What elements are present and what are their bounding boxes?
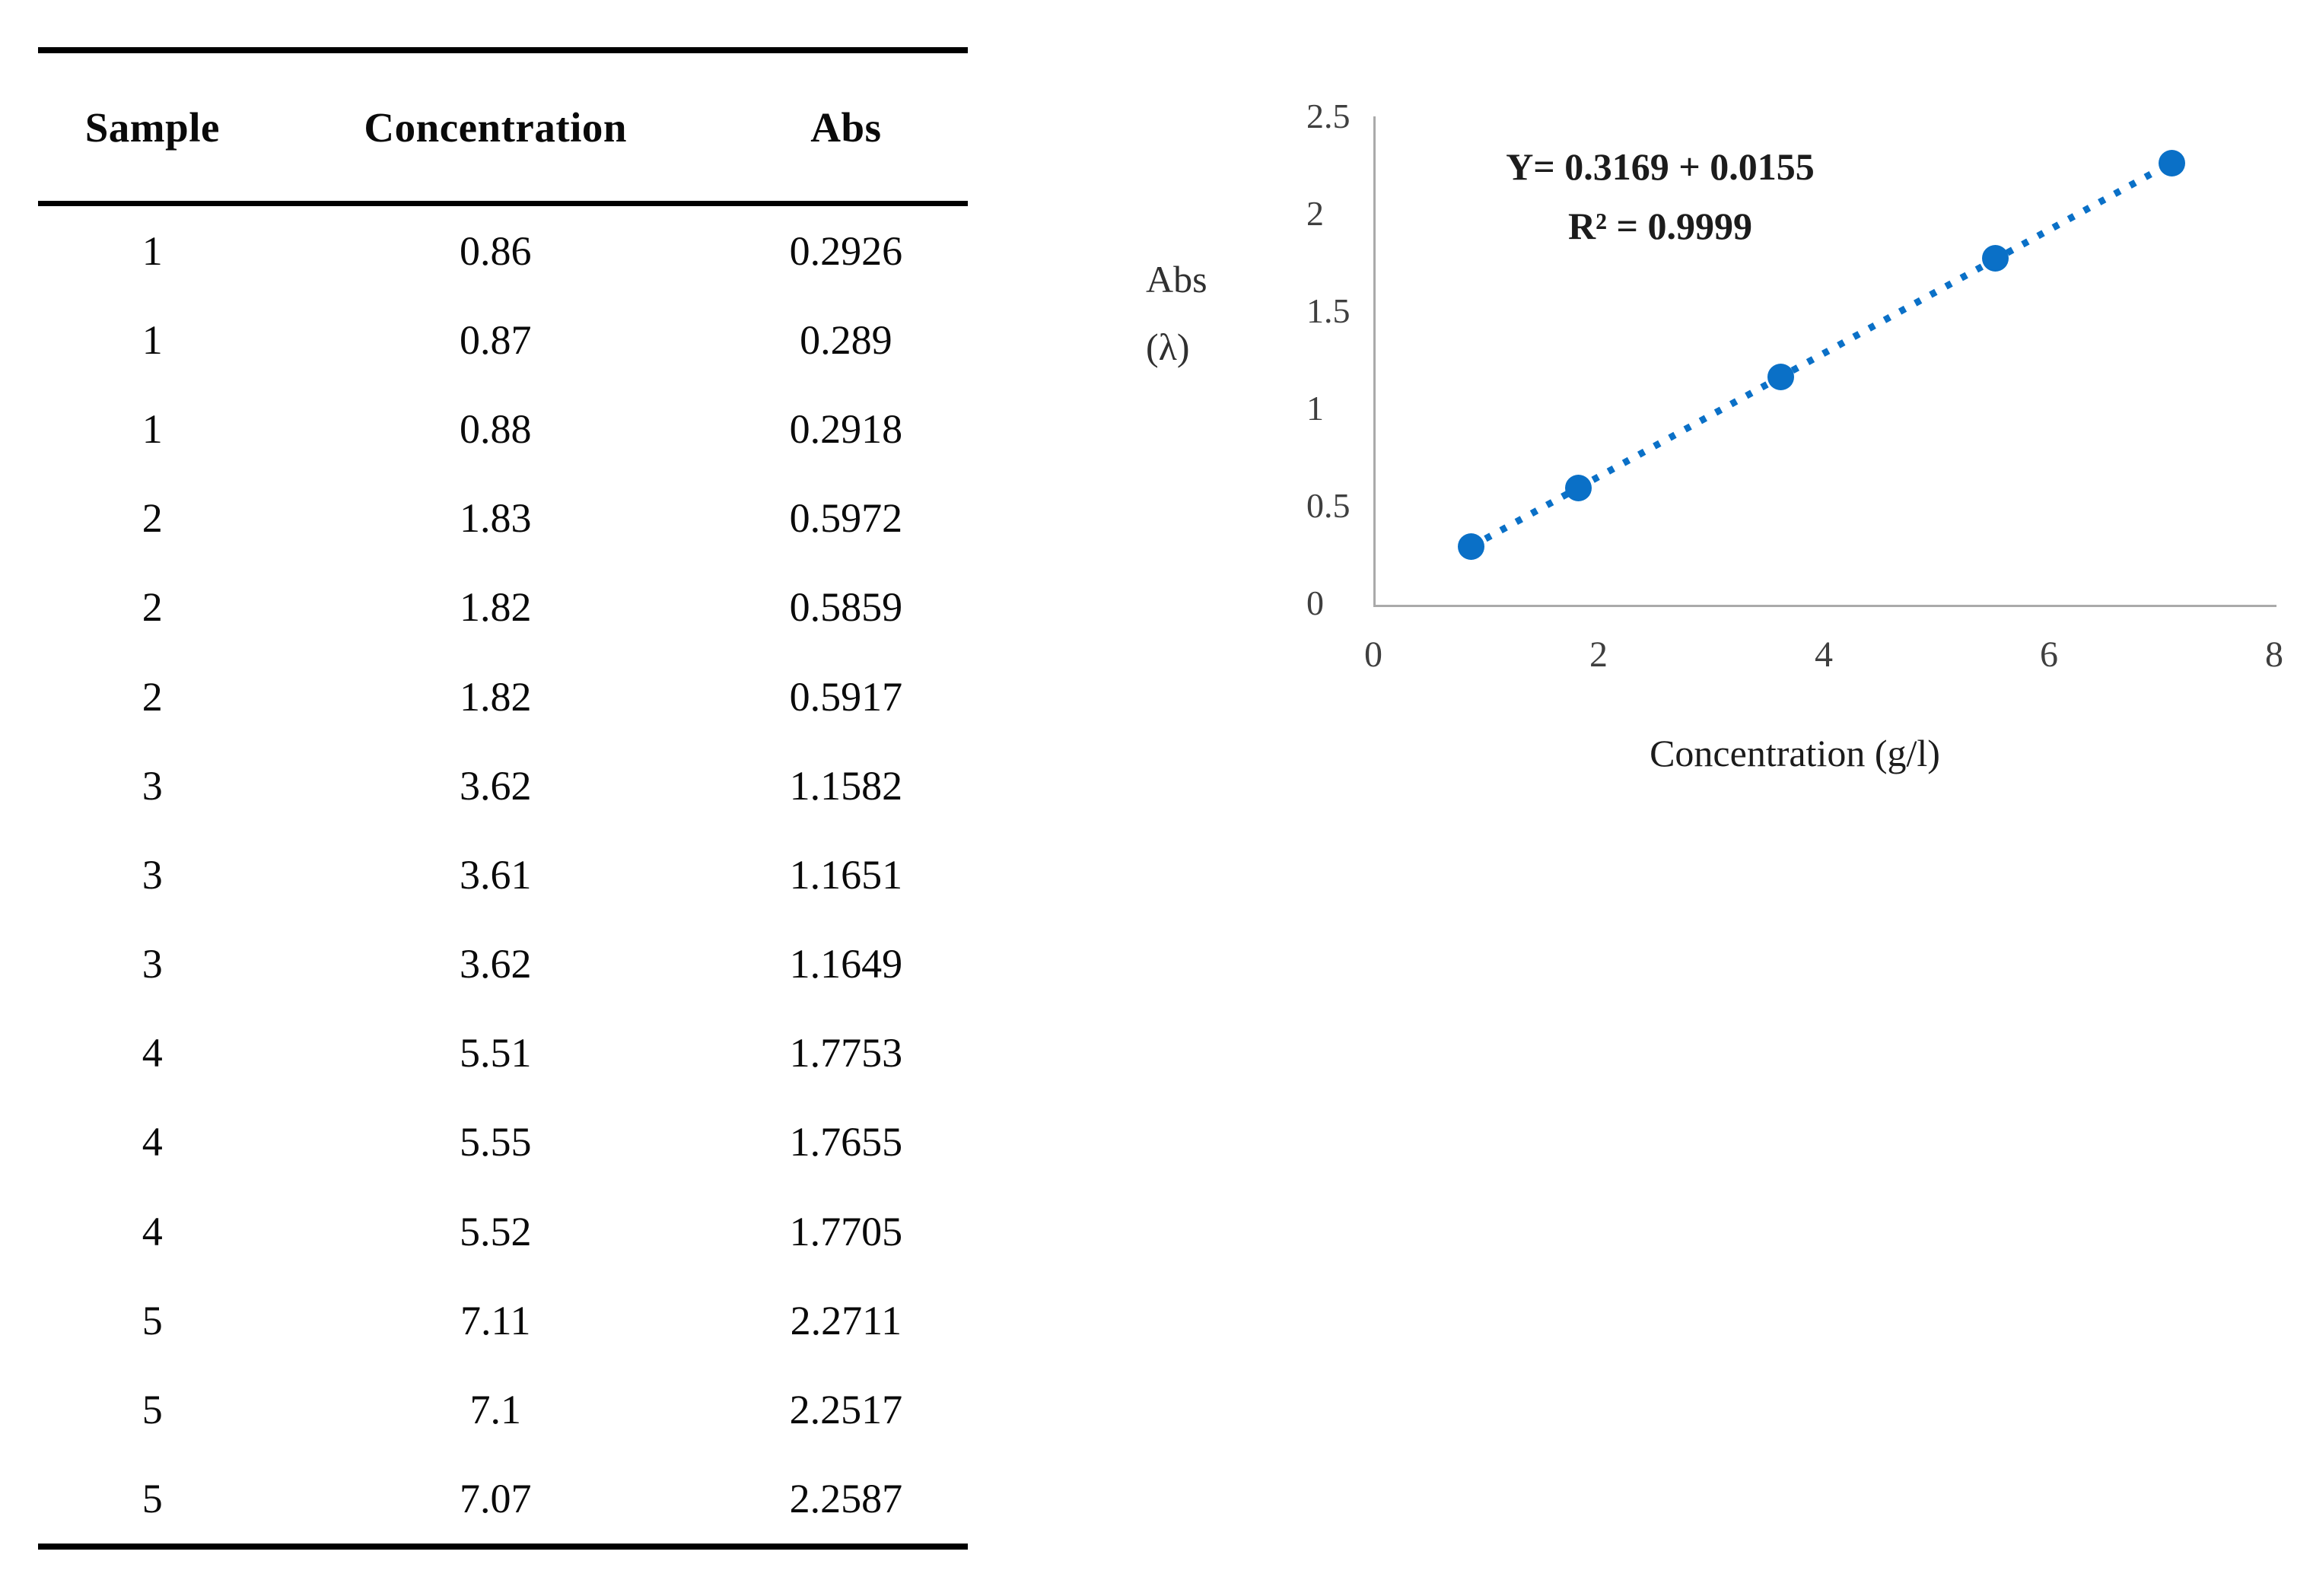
table-cell: 2.2711 [790,1297,902,1343]
table-cell: 1.1582 [789,762,903,809]
table-cell: 1.82 [459,673,532,720]
x-tick-label: 0 [1364,634,1382,675]
table-cell: 1 [142,316,163,363]
table-cell: 1.7655 [789,1119,903,1165]
table-cell: 5 [142,1476,163,1522]
table-cell: 0.289 [800,316,892,363]
table-cell: 5 [142,1387,163,1433]
table-cell: 1.82 [459,584,532,631]
table-cell: 3 [142,851,163,898]
table-row: 3 3.62 1.1582 [38,741,968,830]
table-cell: 0.88 [459,405,532,452]
r-squared-value: R² = 0.9999 [1567,205,1753,247]
x-tick-label: 4 [1815,634,1833,675]
column-header-abs: Abs [810,103,882,151]
table-row: 4 5.52 1.7705 [38,1187,968,1276]
table-cell: 3.62 [459,941,532,987]
table-body: 1 0.86 0.2926 1 0.87 0.289 1 0.88 0.2918 2 1.83 0.5… [38,206,968,1544]
table-cell: 5.55 [459,1119,532,1165]
table-cell: 5.52 [459,1208,532,1254]
table-row: 2 1.82 0.5859 [38,563,968,652]
x-tick-label: 2 [1589,634,1608,675]
table-cell: 3.61 [459,851,532,898]
table-cell: 0.5917 [789,673,903,720]
table-header-row: Sample Concentration Abs [38,53,968,206]
table-row: 1 0.87 0.289 [38,295,968,384]
table-cell: 2 [142,495,163,542]
table-cell: 2 [142,673,163,720]
column-header-sample: Sample [84,103,220,151]
y-tick-label: 0.5 [1306,486,1351,525]
y-tick-label: 2 [1306,194,1324,233]
plot-area [1373,116,2276,607]
table-cell: 0.2926 [789,227,903,274]
data-point-marker [1565,475,1592,502]
table-row: 4 5.51 1.7753 [38,1009,968,1098]
table-cell: 1.1649 [789,941,903,987]
table-cell: 1.7753 [789,1030,903,1076]
table-cell: 1.83 [459,495,532,542]
table-row: 1 0.88 0.2918 [38,384,968,473]
regression-equation: Y= 0.3169 + 0.0155 [1506,145,1815,188]
x-axis-title: Concentration (g/l) [1650,732,1940,774]
table-cell: 2 [142,584,163,631]
y-tick-label: 0 [1306,583,1324,622]
y-axis-title: Abs (λ) [1146,246,1207,381]
data-point-marker [1458,533,1485,560]
y-axis-title-line2: (λ) [1146,326,1190,368]
trendline-dotted [1468,159,2174,551]
table-cell: 2.2587 [789,1476,903,1522]
y-tick-label: 2.5 [1306,97,1351,135]
table-row: 4 5.55 1.7655 [38,1098,968,1187]
table-row: 2 1.83 0.5972 [38,474,968,563]
table-row: 5 7.1 2.2517 [38,1365,968,1454]
table-cell: 3.62 [459,762,532,809]
table-cell: 1.1651 [789,851,903,898]
data-point-marker [1982,245,2009,272]
table-cell: 3 [142,762,163,809]
table-row: 2 1.82 0.5917 [38,652,968,741]
table-cell: 4 [142,1119,163,1165]
y-axis-title-line1: Abs [1146,258,1207,300]
table-cell: 1.7705 [789,1208,903,1254]
table-cell: 7.1 [469,1387,521,1433]
table-row: 1 0.86 0.2926 [38,206,968,295]
column-header-concentration: Concentration [364,103,628,151]
table-cell: 7.11 [460,1297,531,1343]
table-cell: 4 [142,1030,163,1076]
table-cell: 3 [142,941,163,987]
table-cell: 0.87 [459,316,532,363]
table-cell: 0.5972 [789,495,903,542]
table-cell: 4 [142,1208,163,1254]
data-point-marker [2159,149,2186,176]
y-tick-label: 1 [1306,389,1324,428]
table-row: 5 7.07 2.2587 [38,1455,968,1544]
table-row: 3 3.61 1.1651 [38,830,968,919]
table-cell: 2.2517 [789,1387,903,1433]
table-cell: 1 [142,227,163,274]
regression-annotation: Y= 0.3169 + 0.0155 R² = 0.9999 [1506,137,1815,256]
table-cell: 5 [142,1297,163,1343]
x-tick-label: 6 [2040,634,2058,675]
table-cell: 0.2918 [789,405,903,452]
calibration-chart: 0 0.5 1 1.5 2 2.5 0 2 4 6 8 Y= 0.3169 + 0.0155 R²… [1146,97,2283,774]
calibration-table: Sample Concentration Abs 1 0.86 0.2926 1 0.8… [38,47,968,1550]
table-cell: 7.07 [459,1476,532,1522]
table-cell: 5.51 [459,1030,532,1076]
x-tick-label: 8 [2265,634,2283,675]
data-point-marker [1767,363,1794,390]
table-cell: 1 [142,405,163,452]
table-row: 5 7.11 2.2711 [38,1276,968,1365]
y-tick-label: 1.5 [1306,291,1351,330]
table-row: 3 3.62 1.1649 [38,920,968,1009]
table-cell: 0.5859 [789,584,903,631]
table-cell: 0.86 [459,227,532,274]
